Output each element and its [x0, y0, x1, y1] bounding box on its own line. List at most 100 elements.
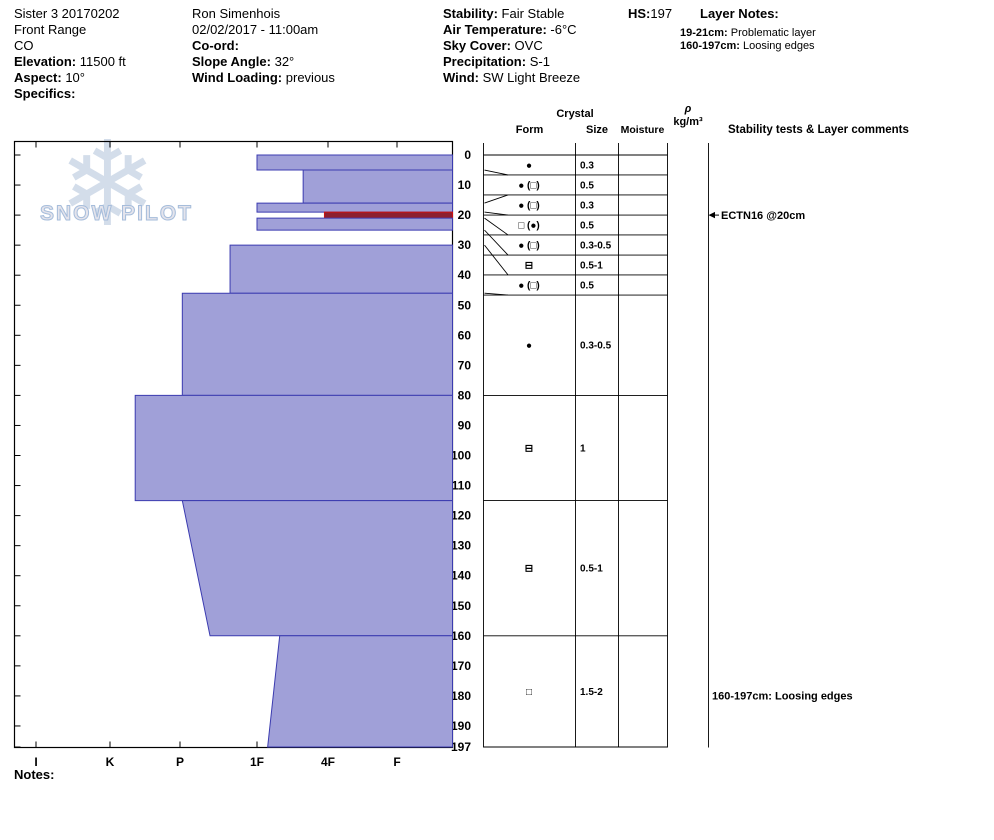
col-header-form: Form — [515, 124, 544, 136]
depth-axis-label: 20 — [458, 208, 472, 222]
header-location-col: Sister 3 20170202 Front Range CO Elevati… — [14, 6, 189, 102]
depth-axis-label: 100 — [451, 449, 471, 463]
coord-label: Co-ord: — [192, 38, 239, 53]
crystal-form: ● (□) — [518, 241, 540, 252]
header-observer-col: Ron Simenhois 02/02/2017 - 11:00am Co-or… — [192, 6, 422, 86]
crystal-form: □ — [526, 687, 532, 698]
layer-leader-line — [484, 292, 509, 296]
hs-value: 197 — [650, 6, 673, 21]
layer-note-text: Problematic layer — [730, 27, 816, 39]
wind-loading-value: previous — [285, 70, 335, 85]
col-header-density-rho: ρ — [684, 103, 692, 115]
hs-row: HS:197 — [628, 6, 688, 22]
specifics-row: Specifics: — [14, 86, 189, 102]
layer-note: 160-197cm: Loosing edges — [680, 40, 980, 53]
elevation-value: 11500 ft — [79, 54, 126, 69]
crystal-form: ● — [526, 341, 532, 352]
depth-axis-label: 120 — [451, 509, 471, 523]
pit-name: Sister 3 20170202 — [14, 6, 120, 21]
snow-layer-bar — [256, 217, 453, 231]
crystal-form: ● (□) — [518, 201, 540, 212]
hardness-axis-label: F — [393, 755, 400, 769]
aspect-label: Aspect: — [14, 70, 62, 85]
depth-axis-label: 40 — [458, 268, 472, 282]
layer-leader-line — [484, 217, 509, 236]
hardness-axis-label: P — [176, 755, 184, 769]
col-header-moisture: Moisture — [620, 124, 665, 136]
observation-datetime: 02/02/2017 - 11:00am — [192, 22, 319, 37]
crystal-form: ⊟ — [525, 260, 533, 271]
aspect-value: 10° — [65, 70, 85, 85]
header-hs-col: HS:197 — [628, 6, 688, 22]
slope-angle-value: 32° — [274, 54, 295, 69]
col-header-comments: Stability tests & Layer comments — [728, 124, 909, 136]
wind-loading-label: Wind Loading: — [192, 70, 283, 85]
depth-axis-label: 180 — [451, 689, 471, 703]
hardness-axis-label: K — [106, 755, 115, 769]
coord-row: Co-ord: — [192, 38, 422, 54]
depth-axis-label: 0 — [464, 148, 471, 162]
layer-leader-line — [484, 229, 509, 256]
slope-angle-row: Slope Angle: 32° — [192, 54, 422, 70]
crystal-size: 0.3 — [580, 201, 594, 212]
depth-axis-label: 170 — [451, 659, 471, 673]
depth-axis-label: 140 — [451, 569, 471, 583]
layer-note-range: 19-21cm: — [680, 27, 728, 39]
observer-name: Ron Simenhois — [192, 6, 281, 21]
snow-layer-bar — [302, 169, 453, 204]
depth-axis-label: 70 — [458, 358, 472, 372]
crystal-form: ● (□) — [518, 280, 540, 291]
elevation-label: Elevation: — [14, 54, 77, 69]
crystal-form: □ (●) — [518, 221, 540, 232]
crystal-form: ● — [526, 160, 532, 171]
crystal-size: 0.3 — [580, 160, 594, 171]
test-arrow-head — [708, 211, 715, 219]
stability-label: Stability: — [443, 6, 498, 21]
aspect-row: Aspect: 10° — [14, 70, 189, 86]
precip-value: S-1 — [529, 54, 550, 69]
specifics-label: Specifics: — [14, 86, 76, 101]
crystal-size: 0.5-1 — [580, 564, 603, 575]
crystal-form: ● (□) — [518, 180, 540, 191]
notes-label: Notes: — [14, 767, 55, 782]
problem-layer-bar — [323, 211, 453, 219]
crystal-form: ⊟ — [525, 443, 533, 454]
hs-label: HS: — [628, 6, 651, 21]
hardness-axis-label: I — [34, 755, 37, 769]
col-header-size: Size — [585, 124, 608, 136]
layer-leader-line — [484, 169, 509, 176]
wind-label: Wind: — [443, 70, 479, 85]
precip-label: Precipitation: — [443, 54, 527, 69]
snow-layer-bar — [256, 154, 453, 171]
depth-axis-label: 30 — [458, 238, 472, 252]
snow-layer-bar — [181, 292, 453, 396]
stability-row: Stability: Fair Stable — [443, 6, 628, 22]
snow-layer-bar — [134, 394, 453, 502]
header-conditions-col: Stability: Fair Stable Air Temperature: … — [443, 6, 628, 86]
col-header-density-units: kg/m³ — [673, 116, 703, 128]
crystal-form: ⊟ — [525, 564, 533, 575]
depth-axis-label: 110 — [452, 479, 472, 493]
sky-cover-row: Sky Cover: OVC — [443, 38, 628, 54]
air-temp-label: Air Temperature: — [443, 22, 547, 37]
slope-angle-label: Slope Angle: — [192, 54, 271, 69]
crystal-size: 1.5-2 — [580, 687, 603, 698]
state: CO — [14, 38, 34, 53]
depth-axis-label: 10 — [458, 178, 472, 192]
layer-note-text: Loosing edges — [743, 40, 815, 52]
sky-cover-value: OVC — [514, 38, 543, 53]
layer-note: 19-21cm: Problematic layer — [680, 27, 980, 40]
elevation-row: Elevation: 11500 ft — [14, 54, 189, 70]
crystal-size: 1 — [580, 443, 586, 454]
crystal-size: 0.5 — [580, 221, 594, 232]
depth-axis-label: 150 — [451, 599, 471, 613]
precip-row: Precipitation: S-1 — [443, 54, 628, 70]
depth-axis-label: 130 — [451, 539, 471, 553]
mountain-range: Front Range — [14, 22, 87, 37]
depth-axis-label: 60 — [458, 328, 472, 342]
depth-axis-label: 197 — [451, 740, 471, 754]
header-layer-notes-col: Layer Notes: 19-21cm: Problematic layer … — [680, 6, 980, 53]
layer-leader-line — [484, 194, 509, 204]
crystal-size: 0.5 — [580, 180, 594, 191]
layer-comment: 160-197cm: Loosing edges — [712, 691, 853, 703]
